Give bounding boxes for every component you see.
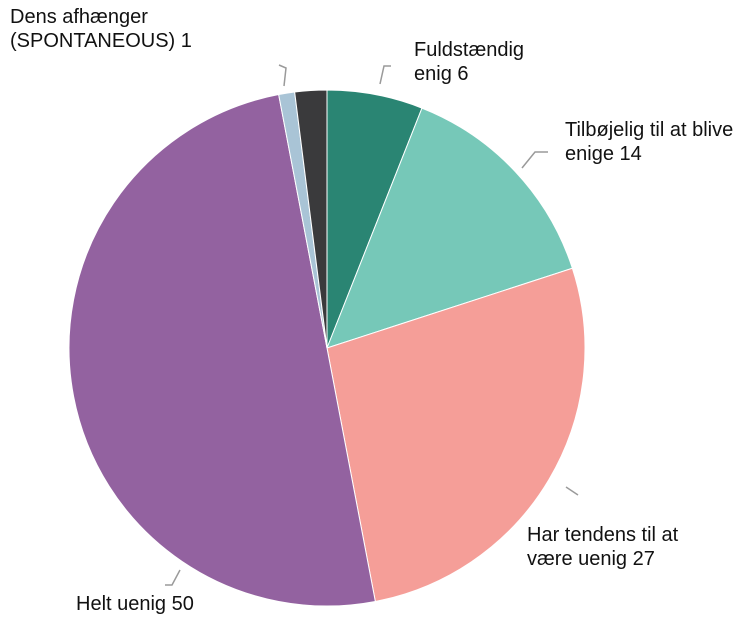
value-label: 14 xyxy=(619,143,642,165)
category-label: Helt uenig xyxy=(76,593,167,615)
value-label: 1 xyxy=(180,30,192,52)
category-label: Dens afhænger (SPONTANEOUS) xyxy=(10,6,176,52)
leader-line xyxy=(565,486,579,496)
category-label: Tilbøjelig til at blive enige xyxy=(565,119,733,165)
slice-label: Fuldstændig enig 6 xyxy=(414,38,544,86)
slices xyxy=(68,89,586,607)
value-label: 50 xyxy=(171,593,194,615)
leader-line xyxy=(521,151,548,169)
category-label: Fuldstændig enig xyxy=(414,39,525,85)
slice xyxy=(294,89,328,349)
leader-line xyxy=(379,65,391,85)
slice-label: Helt uenig 50 xyxy=(76,592,296,616)
category-label: Har tendens til at være uenig xyxy=(527,524,679,570)
slice-label: Tilbøjelig til at blive enige 14 xyxy=(565,118,733,166)
slice xyxy=(68,93,376,607)
value-label: 6 xyxy=(457,63,469,85)
slice xyxy=(326,267,586,603)
leader-line xyxy=(165,569,181,586)
leader-line xyxy=(278,64,287,87)
slice-label: Dens afhænger (SPONTANEOUS) 1 xyxy=(10,5,265,53)
slice-label: Har tendens til at være uenig 27 xyxy=(527,523,682,571)
value-label: 27 xyxy=(632,548,655,570)
